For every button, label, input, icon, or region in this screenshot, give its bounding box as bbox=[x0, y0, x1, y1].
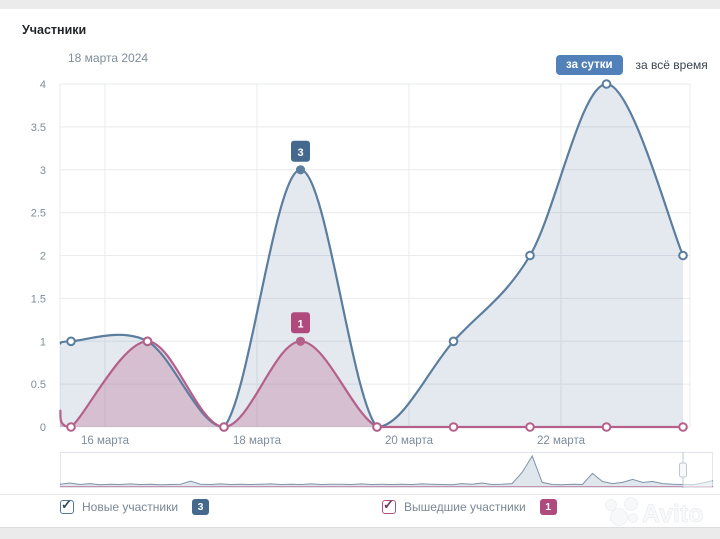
svg-text:1: 1 bbox=[297, 318, 303, 330]
svg-text:2: 2 bbox=[40, 251, 46, 263]
svg-text:4: 4 bbox=[40, 79, 46, 91]
legend-item-left-members[interactable]: ✓ Вышедшие участники 1 bbox=[382, 497, 557, 515]
svg-text:3: 3 bbox=[297, 147, 303, 159]
legend-label: Вышедшие участники bbox=[404, 500, 526, 514]
svg-text:1: 1 bbox=[40, 336, 46, 348]
top-strip bbox=[0, 0, 720, 9]
svg-text:22 марта: 22 марта bbox=[537, 435, 586, 447]
left-members-checkbox[interactable]: ✓ bbox=[382, 497, 396, 514]
svg-text:0: 0 bbox=[40, 422, 46, 434]
svg-text:1.5: 1.5 bbox=[31, 293, 46, 305]
svg-text:20 марта: 20 марта bbox=[385, 435, 434, 447]
selected-date-label: 18 марта 2024 bbox=[68, 51, 149, 65]
new-members-checkbox[interactable]: ✓ bbox=[60, 497, 74, 514]
legend-row: ✓ Новые участники 3 ✓ Вышедшие участники… bbox=[0, 494, 720, 521]
page-title: Участники bbox=[22, 23, 87, 37]
svg-text:3: 3 bbox=[40, 165, 46, 177]
bottom-strip bbox=[0, 527, 720, 539]
range-button-day[interactable]: за сутки bbox=[556, 55, 623, 75]
range-button-alltime[interactable]: за всё время bbox=[635, 58, 708, 72]
legend-count-badge: 3 bbox=[192, 499, 210, 515]
legend-count-badge: 1 bbox=[539, 499, 557, 515]
svg-text:18 марта: 18 марта bbox=[233, 435, 282, 447]
range-toggle: за сутки за всё время bbox=[556, 55, 708, 75]
svg-text:16 марта: 16 марта bbox=[81, 435, 130, 447]
svg-text:3.5: 3.5 bbox=[31, 122, 46, 134]
checkmark-icon: ✓ bbox=[61, 497, 72, 512]
legend-label: Новые участники bbox=[82, 500, 179, 514]
legend-item-new-members[interactable]: ✓ Новые участники 3 bbox=[60, 497, 210, 515]
svg-text:0.5: 0.5 bbox=[31, 379, 46, 391]
svg-text:2.5: 2.5 bbox=[31, 208, 46, 220]
checkmark-icon: ✓ bbox=[383, 497, 394, 512]
